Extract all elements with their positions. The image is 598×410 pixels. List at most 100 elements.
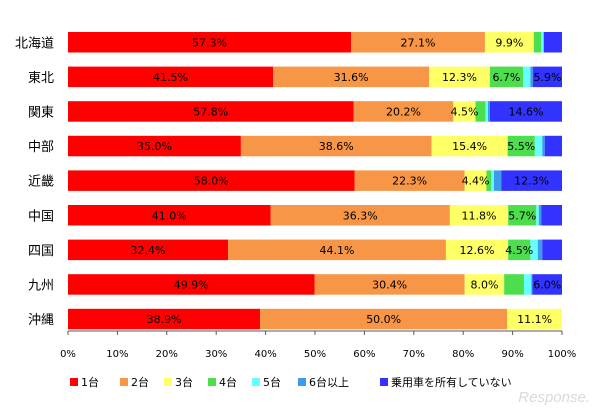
bar-segment bbox=[532, 66, 562, 88]
bar-segment bbox=[464, 274, 505, 295]
data-label: 57.8% bbox=[193, 105, 228, 118]
x-tick-label: 60% bbox=[353, 349, 375, 360]
bar-segment bbox=[491, 170, 494, 191]
bar-segment bbox=[68, 135, 241, 157]
bar-segment bbox=[493, 170, 502, 191]
x-tick-label: 70% bbox=[403, 349, 425, 360]
legend-label: 2台 bbox=[131, 375, 149, 389]
category-label: 中国 bbox=[28, 209, 54, 224]
bar-segment bbox=[68, 101, 354, 122]
bar-segment bbox=[533, 32, 542, 53]
data-label: 30.4% bbox=[372, 278, 407, 291]
x-tick-label: 40% bbox=[254, 349, 276, 360]
data-label: 38.9% bbox=[147, 313, 182, 326]
data-label: 44.1% bbox=[320, 244, 355, 257]
bar-segment bbox=[240, 135, 432, 157]
bar-segment bbox=[544, 135, 562, 157]
bar-segment bbox=[464, 170, 487, 191]
data-label: 12.3% bbox=[514, 175, 549, 188]
bar-segment bbox=[489, 101, 562, 122]
data-label: 11.1% bbox=[517, 313, 552, 326]
bar-segment bbox=[453, 101, 476, 122]
legend-swatch bbox=[120, 378, 128, 386]
category-label: 近畿 bbox=[28, 175, 54, 190]
data-label: 57.3% bbox=[192, 36, 227, 49]
legend-swatch bbox=[70, 378, 78, 386]
bar-segment bbox=[489, 66, 523, 88]
legend-swatch bbox=[380, 378, 388, 386]
bar-segment bbox=[353, 101, 454, 122]
legend-label: 1台 bbox=[81, 375, 99, 389]
data-label: 49.9% bbox=[174, 278, 209, 291]
data-label: 8.0% bbox=[470, 278, 498, 291]
legend-swatch bbox=[208, 378, 216, 386]
legend-label: 6台以上 bbox=[309, 375, 349, 389]
x-tick-label: 30% bbox=[205, 349, 227, 360]
bar-segment bbox=[431, 135, 508, 157]
legend: 1台 2台 3台 4台 5台 6台以上 乗用車を所有していない bbox=[70, 375, 512, 389]
bar-segment bbox=[534, 135, 543, 157]
data-label: 50.0% bbox=[366, 313, 401, 326]
bar-segment bbox=[68, 239, 229, 261]
watermark-text: Response. bbox=[518, 389, 590, 406]
data-label: 31.6% bbox=[334, 71, 369, 84]
bar-segment bbox=[541, 32, 544, 53]
legend-label: 3台 bbox=[175, 375, 193, 389]
bar-segment bbox=[501, 170, 562, 191]
legend-swatch bbox=[298, 378, 306, 386]
data-label: 6.7% bbox=[492, 71, 520, 84]
bar-segment bbox=[270, 205, 450, 226]
data-label: 15.4% bbox=[452, 140, 487, 153]
bar-segment bbox=[508, 205, 537, 226]
bar-segment bbox=[538, 205, 542, 226]
x-tick-label: 100% bbox=[548, 349, 577, 360]
bar-segment bbox=[68, 66, 274, 88]
x-tick-label: 50% bbox=[304, 349, 326, 360]
data-labels-layer: 57.3% 27.1% 9.9% 41.5% 31.6% 12.3% 6.7% 5.9% 57.… bbox=[131, 36, 562, 326]
x-tick-label: 80% bbox=[452, 349, 474, 360]
x-tick-label: 90% bbox=[501, 349, 523, 360]
legend-label: 5台 bbox=[263, 375, 281, 389]
data-label: 12.6% bbox=[460, 244, 495, 257]
data-label: 9.9% bbox=[495, 36, 523, 49]
bar-segment bbox=[68, 32, 352, 53]
legend-swatch bbox=[164, 378, 172, 386]
bar-segment bbox=[68, 205, 271, 226]
bar-segment bbox=[542, 239, 562, 261]
data-label: 58.0% bbox=[194, 175, 229, 188]
data-label: 22.3% bbox=[392, 175, 427, 188]
bar-segment bbox=[273, 66, 430, 88]
data-label: 12.3% bbox=[442, 71, 477, 84]
category-label: 北海道 bbox=[15, 36, 54, 51]
bar-segment bbox=[445, 239, 509, 261]
data-label: 36.3% bbox=[343, 209, 378, 222]
bars-layer bbox=[68, 32, 562, 330]
bar-segment bbox=[260, 308, 508, 330]
category-label: 沖縄 bbox=[28, 313, 54, 328]
data-label: 4.5% bbox=[505, 244, 533, 257]
category-label: 九州 bbox=[28, 278, 54, 293]
x-tick-label: 0% bbox=[60, 349, 76, 360]
bar-segment bbox=[429, 66, 490, 88]
data-label: 4.4% bbox=[462, 175, 490, 188]
bar-segment bbox=[537, 239, 543, 261]
data-label: 27.1% bbox=[401, 36, 436, 49]
bar-segment bbox=[530, 66, 533, 88]
bar-segment bbox=[68, 170, 355, 191]
bar-segment bbox=[228, 239, 446, 261]
legend-swatch bbox=[252, 378, 260, 386]
data-label: 35.0% bbox=[137, 140, 172, 153]
data-label: 41.0% bbox=[152, 209, 187, 222]
legend-label: 4台 bbox=[219, 375, 237, 389]
bar-segment bbox=[484, 32, 534, 53]
data-label: 14.6% bbox=[508, 105, 543, 118]
x-axis: 0% 10% 20% 30% 40% 50% 60% 70% 80% 90% 100% bbox=[60, 330, 577, 360]
data-label: 5.5% bbox=[507, 140, 535, 153]
bar-segment bbox=[449, 205, 509, 226]
bar-segment bbox=[523, 274, 532, 295]
category-label: 東北 bbox=[28, 70, 54, 86]
bar-segment bbox=[543, 32, 562, 53]
bar-segment bbox=[68, 274, 315, 295]
